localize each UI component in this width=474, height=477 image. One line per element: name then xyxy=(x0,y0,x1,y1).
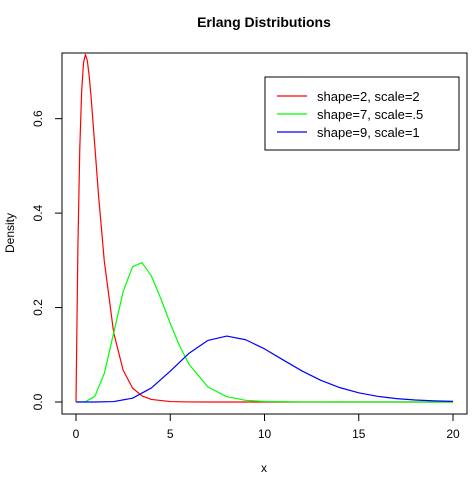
x-tick-label: 0 xyxy=(73,427,80,441)
y-tick-label: 0.4 xyxy=(31,204,45,221)
legend: shape=2, scale=2 shape=7, scale=.5 shape=9… xyxy=(264,76,460,151)
y-tick-label: 0.0 xyxy=(31,393,45,410)
x-axis: 0 5 10 15 20 xyxy=(73,413,460,441)
x-tick-label: 5 xyxy=(167,427,174,441)
series-layer xyxy=(75,53,454,403)
x-tick-label: 20 xyxy=(446,427,460,441)
legend-label: shape=7, scale=.5 xyxy=(317,107,423,122)
x-tick-label: 15 xyxy=(352,427,366,441)
legend-label: shape=9, scale=1 xyxy=(317,125,420,140)
x-axis-label: x xyxy=(261,461,267,475)
y-axis: 0.0 0.2 0.4 0.6 xyxy=(31,110,63,410)
y-tick-label: 0.6 xyxy=(31,110,45,127)
series-line xyxy=(76,335,454,403)
series-line xyxy=(75,262,453,403)
y-tick-label: 0.2 xyxy=(31,299,45,316)
legend-label: shape=2, scale=2 xyxy=(317,89,420,104)
x-tick-label: 10 xyxy=(258,427,272,441)
chart-title: Erlang Distributions xyxy=(197,14,331,30)
y-axis-label: Density xyxy=(3,213,17,253)
